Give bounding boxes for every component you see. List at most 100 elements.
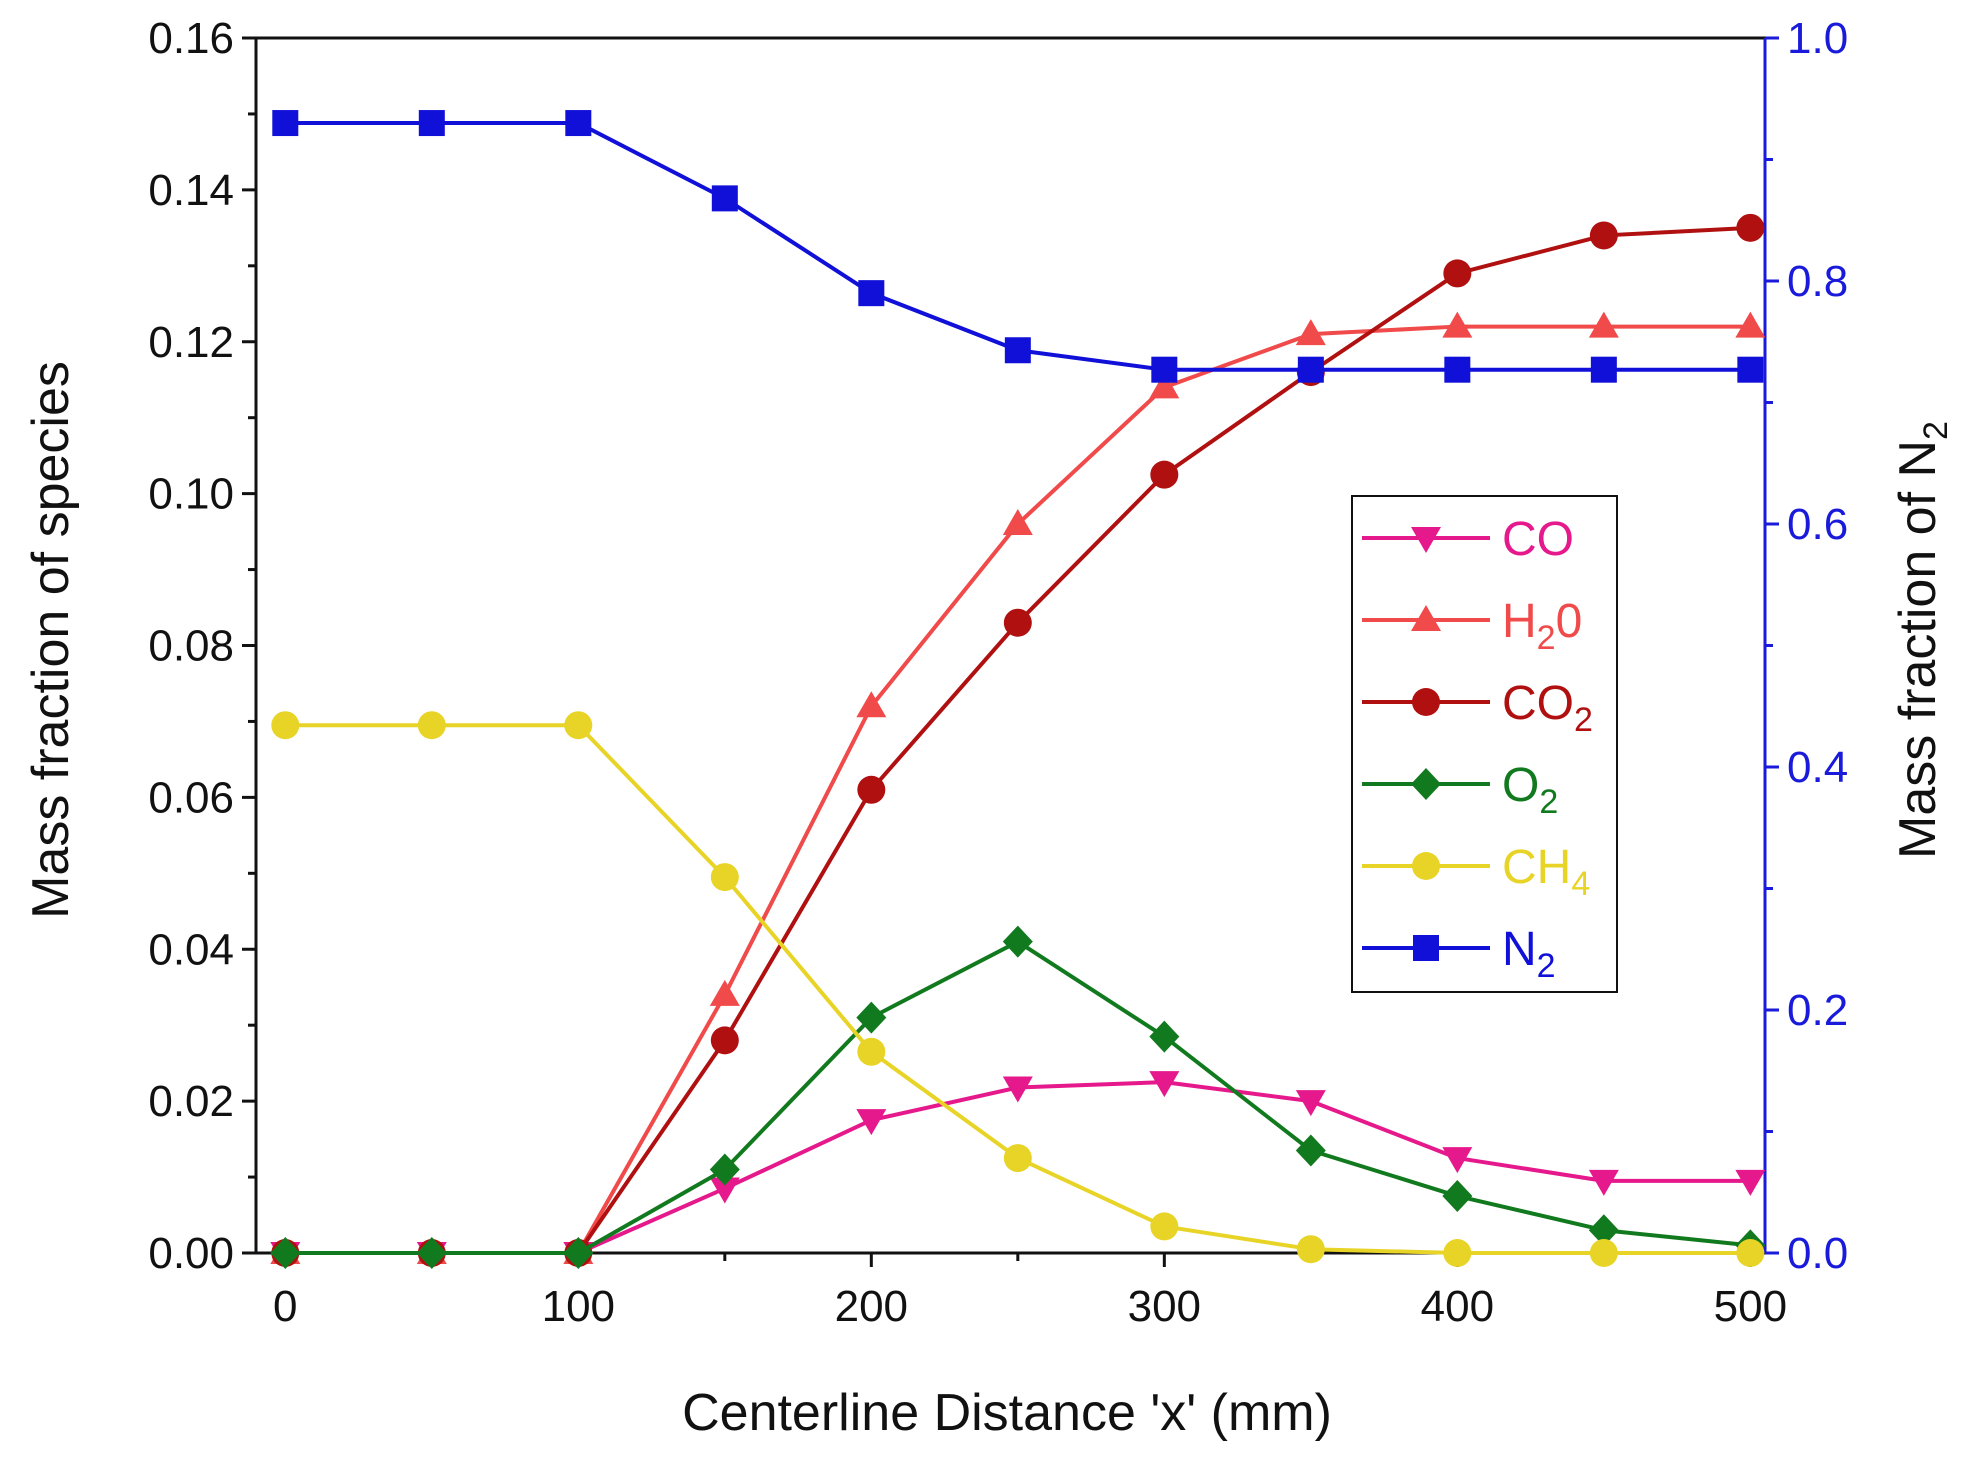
data-point-h20 [1002,509,1033,535]
data-point-ch4 [564,711,593,740]
data-point-o2 [856,1001,887,1034]
y2-tick-label: 0.2 [1787,986,1848,1035]
y-tick-label: 0.10 [148,470,234,519]
data-point-n2 [1151,356,1178,383]
legend-label-sub: 4 [1571,865,1590,903]
data-point-co2 [857,775,886,804]
data-point-co [1149,1071,1180,1098]
x-tick-label: 300 [1128,1282,1201,1331]
y-tick-label: 0.04 [148,925,234,974]
data-point-o2 [563,1237,594,1269]
x-tick-label: 0 [273,1282,297,1331]
y-tick-label: 0.12 [148,318,234,367]
data-point-h20 [1735,311,1766,338]
data-point-ch4 [1443,1239,1472,1267]
series-o2 [270,925,1766,1269]
data-point-h20 [1588,311,1619,338]
data-point-co [709,1177,740,1204]
legend-swatch-marker [1411,768,1441,800]
data-point-ch4 [710,863,739,892]
legend-swatch-marker [1413,935,1439,961]
data-point-n2 [858,280,885,307]
data-point-co [1588,1169,1619,1196]
data-point-h20 [1442,311,1473,338]
y-tick-label: 0.02 [148,1077,234,1126]
data-point-n2 [1737,356,1764,383]
legend-label: N2 [1502,923,1556,985]
data-point-co [1442,1147,1473,1174]
data-point-o2 [1149,1020,1180,1053]
legend-swatch-marker [1411,605,1441,631]
x-tick-label: 100 [542,1282,615,1331]
legend-swatch-marker [1411,527,1441,553]
data-point-co [856,1109,887,1136]
legend-swatch-marker [1412,852,1440,880]
y-axis-left: 0.00 0.02 0.04 0.06 0.08 0.10 0.12 0.14 0.16 [148,14,256,1278]
legend-label-main: O [1502,759,1539,812]
legend-label-main: N [1502,923,1537,976]
legend-label: CH4 [1502,841,1590,903]
data-point-ch4 [1589,1239,1618,1267]
legend-entry-ch4: CH4 [1362,841,1590,903]
data-point-ch4 [1736,1239,1765,1267]
series-ch4 [271,711,1765,1267]
data-point-o2 [416,1237,447,1269]
legend-label-sub: 2 [1539,783,1558,821]
data-point-n2 [565,110,592,137]
series-n2 [272,110,1764,383]
data-point-co [1735,1169,1766,1196]
x-tick-label: 400 [1421,1282,1494,1331]
data-point-co2 [1443,259,1472,288]
data-point-o2 [1588,1214,1619,1247]
data-point-h20 [856,691,887,718]
data-point-o2 [709,1153,740,1186]
data-point-ch4 [1150,1212,1179,1241]
legend-label-main: H [1502,595,1537,648]
data-point-co2 [710,1026,739,1055]
legend-box [1351,495,1618,993]
x-axis-title: Centerline Distance 'x' (mm) [682,1384,1332,1442]
data-point-h20 [709,979,740,1006]
legend-label: O2 [1502,759,1558,821]
data-point-ch4 [417,711,446,740]
x-tick-label: 500 [1714,1282,1787,1331]
data-point-o2 [1002,925,1033,958]
legend-label-sub: 2 [1537,947,1556,985]
data-point-h20 [1149,372,1180,399]
data-point-co [1295,1090,1326,1117]
data-point-co2 [1736,213,1765,242]
legend-label-tail: 0 [1556,595,1583,648]
data-point-co2 [1150,460,1179,489]
y2-tick-label: 0.4 [1787,743,1848,792]
data-point-o2 [1295,1134,1326,1167]
legend-label-main: CH [1502,841,1571,894]
data-point-o2 [270,1237,301,1269]
legend-swatch-marker [1412,688,1440,716]
series-layer [270,110,1766,1269]
data-point-co2 [1003,608,1032,637]
legend-entry-co2: CO2 [1362,677,1593,739]
data-point-ch4 [271,711,300,740]
data-point-n2 [1444,356,1471,383]
data-point-ch4 [857,1037,886,1066]
data-point-n2 [711,185,738,212]
legend-label-main: CO [1502,513,1574,566]
legend-label-sub: 2 [1574,701,1593,739]
legend-label: CO [1502,513,1574,566]
data-point-n2 [1297,356,1324,383]
y-axis-title: Mass fraction of species [22,361,80,919]
data-point-o2 [1442,1180,1473,1213]
y-axis-right: 0.0 0.2 0.4 0.6 0.8 1.0 [1765,14,1848,1278]
legend-label: CO2 [1502,677,1593,739]
y2-axis-title-main: Mass fraction of N [1889,440,1947,859]
y2-tick-label: 0.8 [1787,257,1848,306]
y2-tick-label: 0.6 [1787,500,1848,549]
y-tick-label: 0.08 [148,622,234,671]
legend-entry-co: CO [1362,513,1574,566]
y2-tick-label: 0.0 [1787,1229,1848,1278]
legend-entry-n2: N2 [1362,923,1556,985]
data-point-n2 [272,110,299,137]
